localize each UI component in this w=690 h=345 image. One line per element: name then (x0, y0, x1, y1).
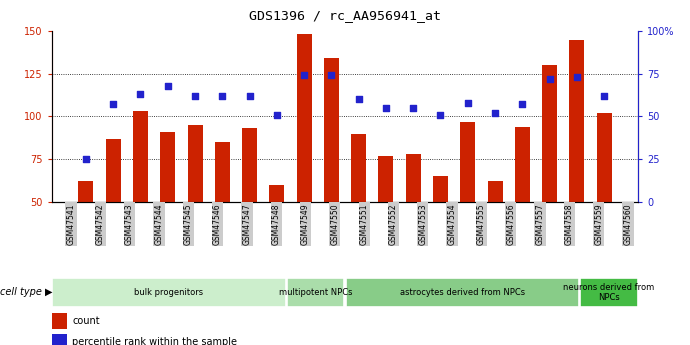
Bar (160, 132, 175, 202)
Text: GSM47554: GSM47554 (448, 204, 457, 245)
Point (299, 73, 310, 78)
Bar (488, 181, 502, 202)
Text: GSM47548: GSM47548 (272, 204, 281, 245)
Bar (242, 128, 257, 202)
Bar (297, 34, 312, 202)
Text: GSM47552: GSM47552 (389, 204, 398, 245)
Text: GSM47558: GSM47558 (565, 204, 574, 245)
Bar (215, 142, 230, 202)
Point (571, 75, 582, 80)
Bar (542, 65, 557, 202)
Bar (569, 40, 584, 202)
Point (598, 93, 609, 99)
Point (517, 102, 528, 107)
Bar (52, 334, 67, 345)
Bar (188, 125, 202, 202)
Point (217, 93, 228, 99)
Bar (287, 278, 344, 307)
Bar (580, 278, 638, 307)
Text: GSM47549: GSM47549 (301, 204, 310, 245)
Bar (378, 156, 393, 202)
Bar (52, 278, 286, 307)
Text: GDS1396 / rc_AA956941_at: GDS1396 / rc_AA956941_at (249, 9, 441, 22)
Point (162, 83, 173, 88)
Point (435, 112, 446, 118)
Text: bulk progenitors: bulk progenitors (135, 288, 204, 297)
Bar (515, 127, 530, 202)
Point (462, 100, 473, 106)
Bar (133, 111, 148, 202)
Point (489, 110, 500, 116)
Bar (406, 154, 421, 202)
Text: GSM47553: GSM47553 (418, 204, 427, 245)
Text: GSM47557: GSM47557 (535, 204, 544, 245)
Bar (433, 176, 448, 202)
Text: GSM47559: GSM47559 (594, 204, 603, 245)
Text: GSM47556: GSM47556 (506, 204, 515, 245)
Text: count: count (72, 316, 100, 326)
Point (380, 105, 391, 111)
Text: GSM47555: GSM47555 (477, 204, 486, 245)
Text: GSM47541: GSM47541 (66, 204, 75, 245)
Text: GSM47546: GSM47546 (213, 204, 222, 245)
Text: multipotent NPCs: multipotent NPCs (279, 288, 353, 297)
Bar (106, 139, 121, 202)
Text: GSM47547: GSM47547 (242, 204, 251, 245)
Text: GSM47543: GSM47543 (125, 204, 134, 245)
Bar (269, 185, 284, 202)
Text: GSM47551: GSM47551 (359, 204, 368, 245)
Bar (324, 58, 339, 202)
Bar (52, 313, 67, 329)
Point (244, 93, 255, 99)
Point (353, 97, 364, 102)
Text: percentile rank within the sample: percentile rank within the sample (72, 337, 237, 345)
Bar (79, 181, 93, 202)
Text: neurons derived from
NPCs: neurons derived from NPCs (563, 283, 655, 302)
Text: GSM47542: GSM47542 (96, 204, 105, 245)
Point (544, 76, 555, 82)
Bar (597, 113, 611, 202)
Point (190, 93, 201, 99)
Bar (460, 121, 475, 202)
Text: GSM47545: GSM47545 (184, 204, 193, 245)
Point (408, 105, 419, 111)
Text: cell type ▶: cell type ▶ (0, 287, 52, 297)
Bar (346, 278, 579, 307)
Bar (351, 134, 366, 202)
Point (108, 102, 119, 107)
Text: GSM47544: GSM47544 (155, 204, 164, 245)
Point (135, 91, 146, 97)
Point (326, 73, 337, 78)
Text: astrocytes derived from NPCs: astrocytes derived from NPCs (400, 288, 525, 297)
Point (81, 156, 92, 162)
Point (271, 112, 282, 118)
Text: GSM47560: GSM47560 (624, 204, 633, 245)
Text: GSM47550: GSM47550 (331, 204, 339, 245)
